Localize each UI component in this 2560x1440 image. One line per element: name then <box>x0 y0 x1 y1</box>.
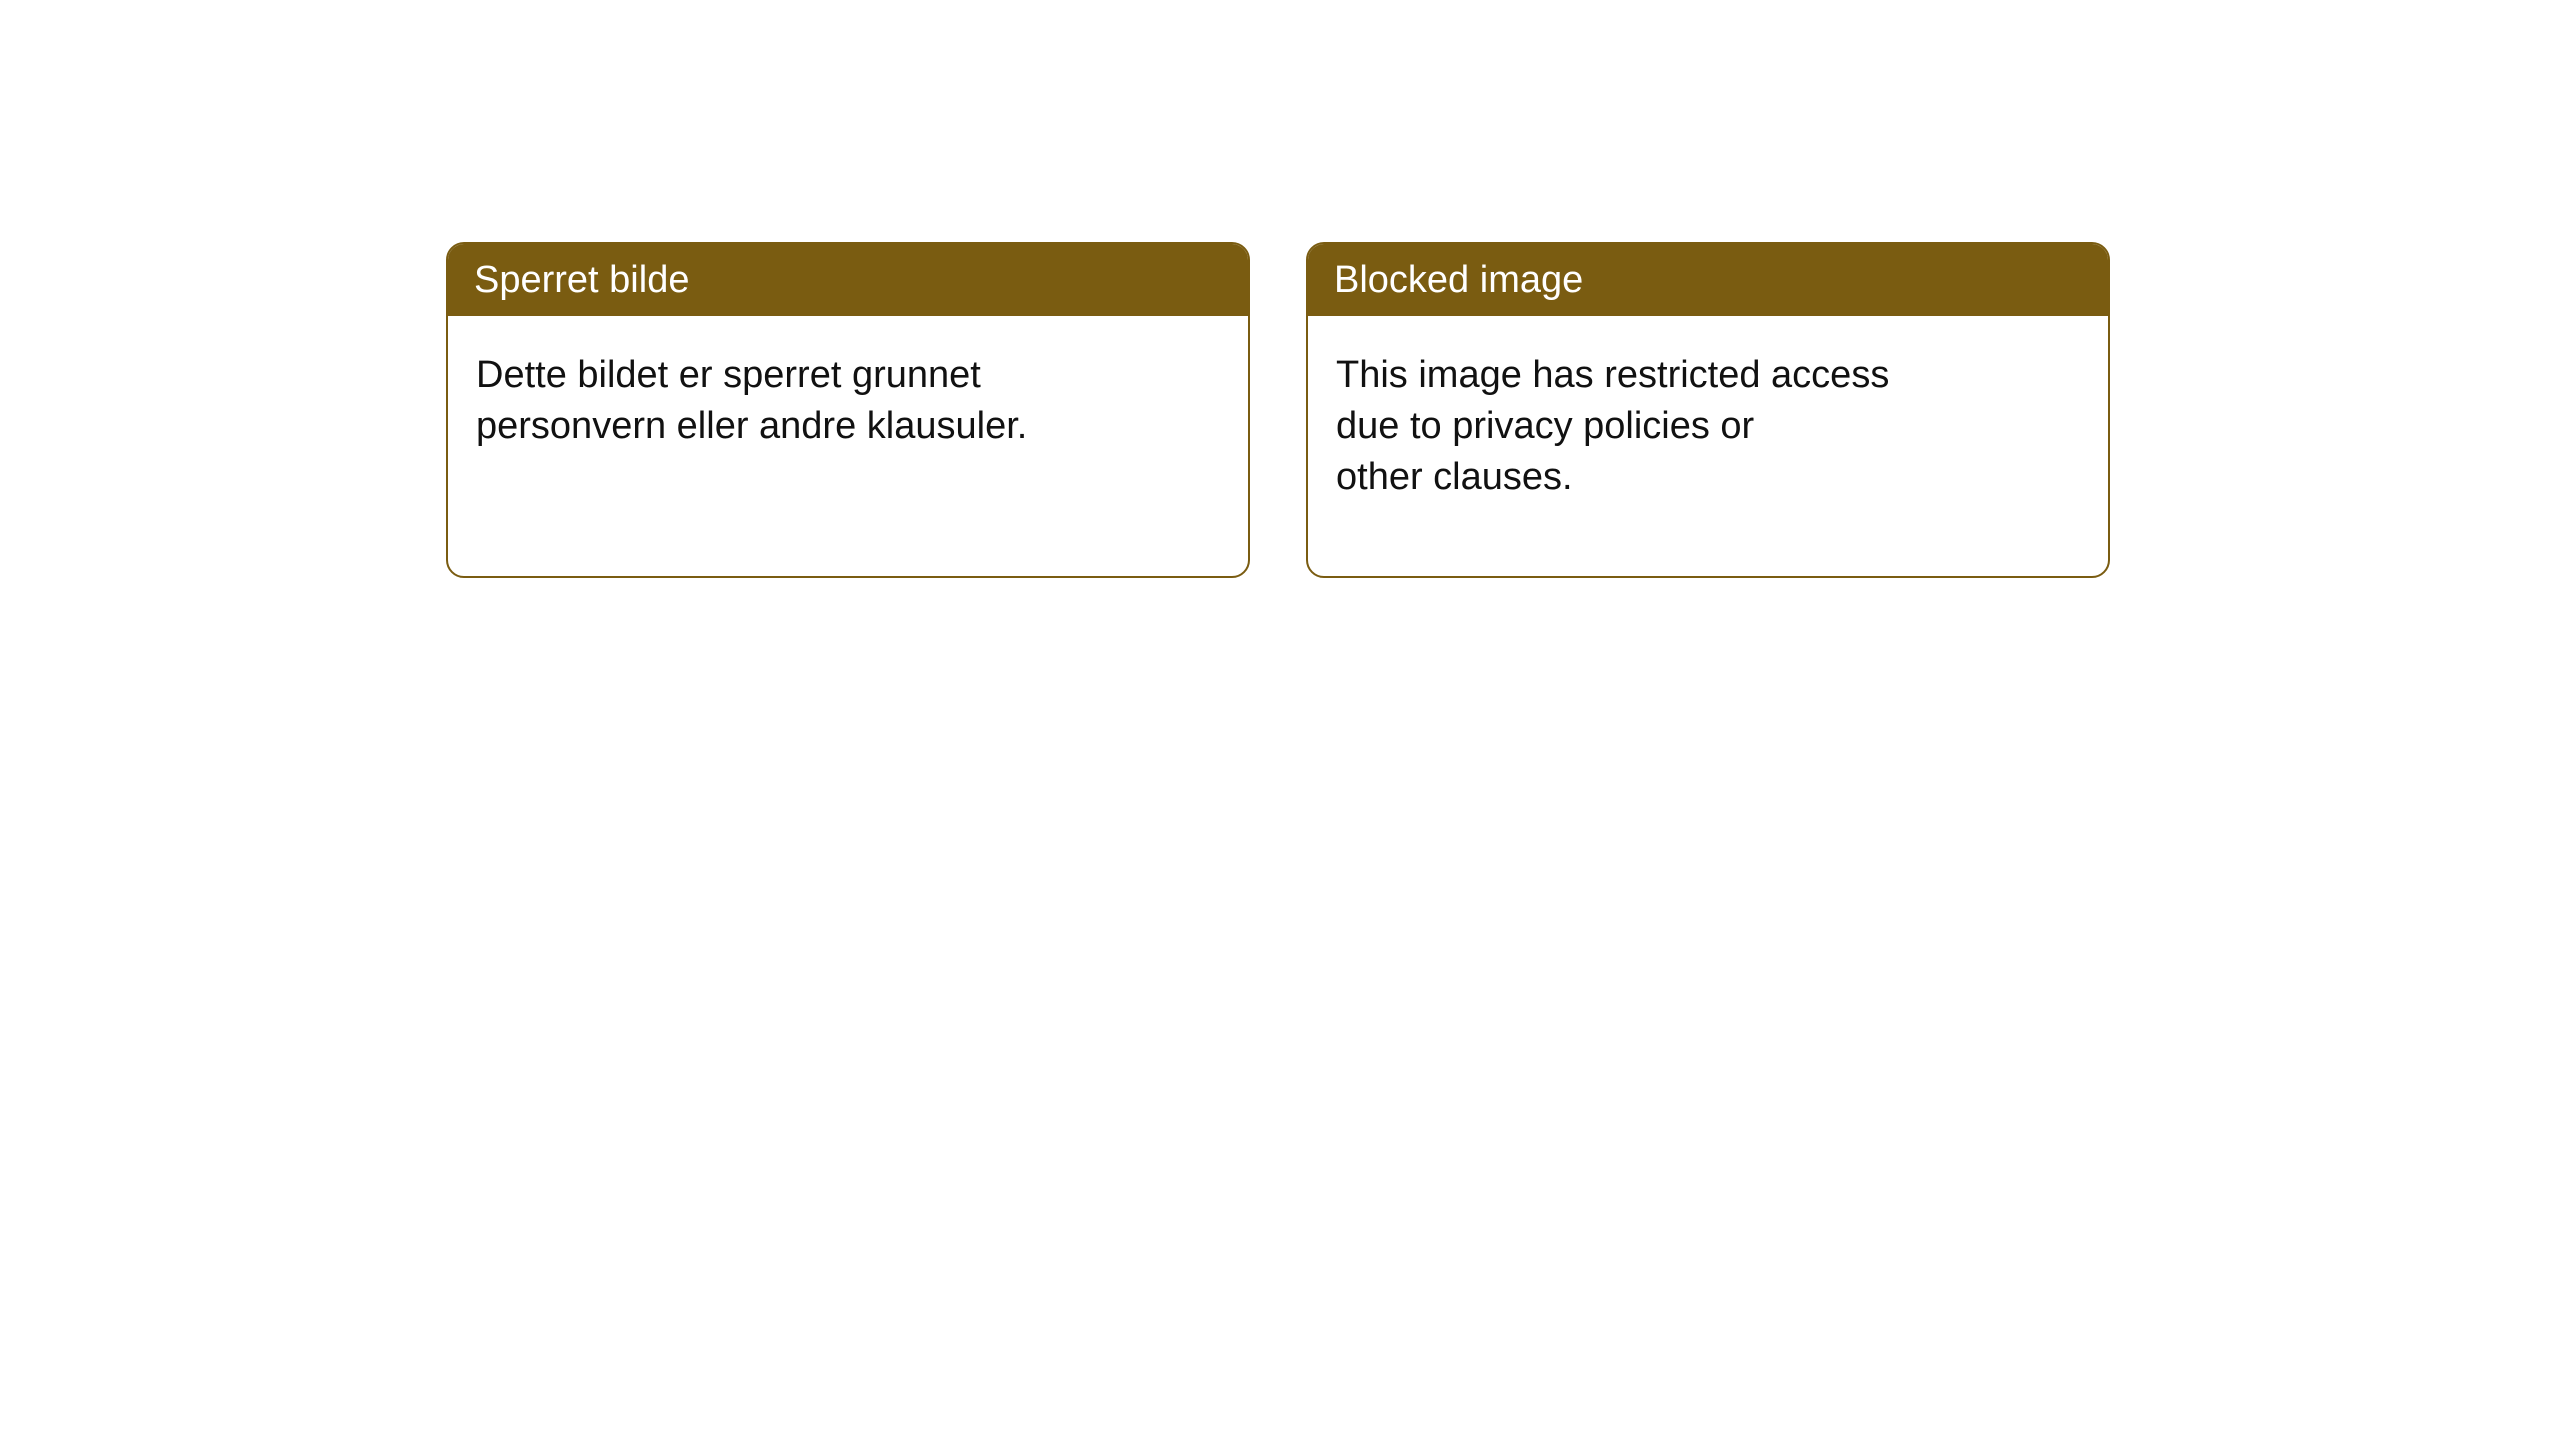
blocked-image-card-en: Blocked image This image has restricted … <box>1306 242 2110 578</box>
card-title-no: Sperret bilde <box>448 244 1248 316</box>
card-body-en: This image has restricted access due to … <box>1308 316 2108 532</box>
blocked-image-card-no: Sperret bilde Dette bildet er sperret gr… <box>446 242 1250 578</box>
card-title-en: Blocked image <box>1308 244 2108 316</box>
notice-stage: Sperret bilde Dette bildet er sperret gr… <box>0 0 2560 1440</box>
card-body-no: Dette bildet er sperret grunnet personve… <box>448 316 1248 481</box>
